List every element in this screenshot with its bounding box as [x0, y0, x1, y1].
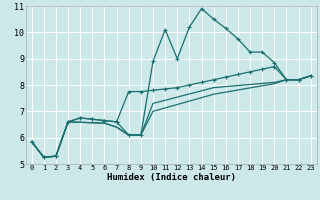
X-axis label: Humidex (Indice chaleur): Humidex (Indice chaleur) — [107, 173, 236, 182]
